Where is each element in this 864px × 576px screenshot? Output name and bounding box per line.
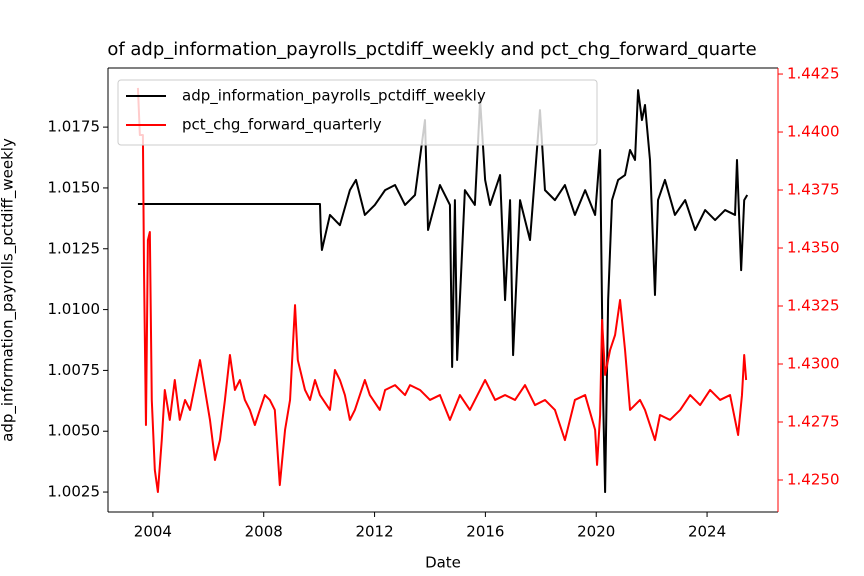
y-tick-label: 1.0050	[48, 422, 101, 440]
y-tick-label: 1.0075	[48, 361, 101, 379]
y2-tick-label: 1.4275	[787, 412, 840, 430]
y2-tick-label: 1.4375	[787, 181, 840, 199]
legend-label: adp_information_payrolls_pctdiff_weekly	[182, 87, 486, 106]
x-tick-label: 2008	[245, 523, 283, 541]
legend-box	[117, 79, 598, 146]
x-tick-label: 2020	[577, 523, 615, 541]
y-tick-label: 1.0150	[48, 178, 101, 196]
y-tick-label: 1.0100	[48, 300, 101, 318]
y-tick-label: 1.0025	[48, 483, 101, 501]
y2-tick-label: 1.4350	[787, 239, 840, 257]
x-tick-label: 2012	[355, 523, 393, 541]
x-tick-label: 2024	[688, 523, 726, 541]
y-tick-label: 1.0125	[48, 239, 101, 257]
data-line	[136, 87, 748, 494]
legend-label: pct_chg_forward_quarterly	[182, 116, 382, 135]
data-line	[137, 89, 749, 494]
y-tick-label: 1.0175	[48, 118, 101, 136]
y2-tick-label: 1.4400	[787, 123, 840, 141]
x-axis-label: Date	[425, 554, 461, 572]
chart-title: of adp_information_payrolls_pctdiff_week…	[107, 39, 756, 60]
y2-tick-label: 1.4250	[787, 470, 840, 488]
x-tick-label: 2004	[134, 523, 172, 541]
y2-tick-label: 1.4300	[787, 355, 840, 373]
x-tick-label: 2016	[466, 523, 504, 541]
y2-tick-label: 1.4325	[787, 297, 840, 315]
y2-tick-label: 1.4425	[787, 65, 840, 83]
y-axis-label: adp_information_payrolls_pctdiff_weekly	[0, 138, 18, 442]
